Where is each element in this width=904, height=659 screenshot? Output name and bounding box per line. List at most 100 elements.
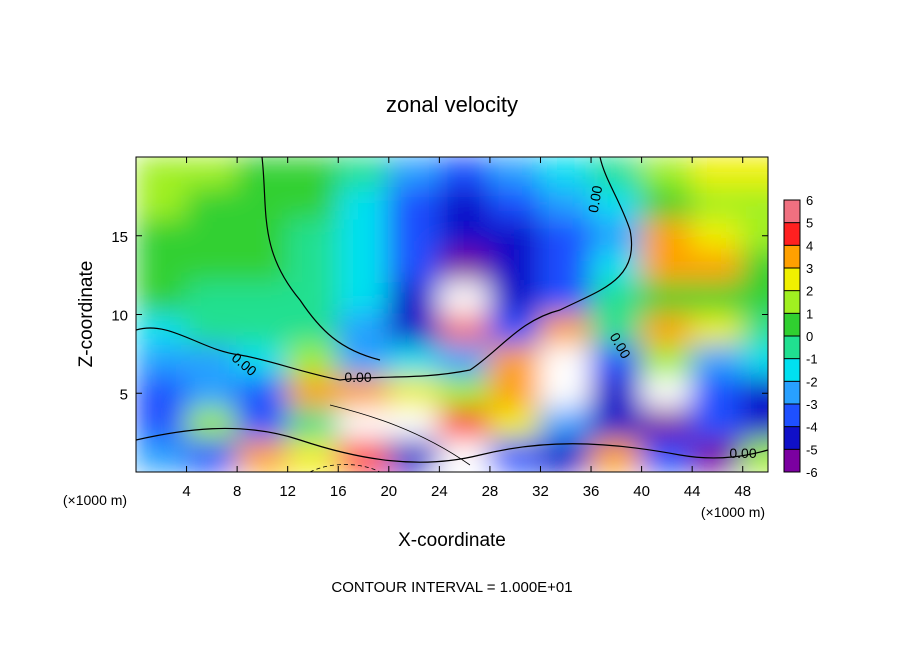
y-axis-title: Z-coordinate — [76, 261, 97, 368]
colorbar-band — [784, 381, 800, 404]
heat-cell — [539, 157, 593, 190]
heat-cell — [136, 157, 188, 190]
heat-cell — [590, 282, 643, 316]
heat-cell — [286, 187, 340, 221]
heat-cell — [488, 157, 542, 190]
heat-cell — [136, 408, 188, 442]
heat-cell — [337, 187, 390, 221]
heat-cell — [590, 219, 643, 253]
contour — [329, 404, 471, 466]
heat-cell — [286, 439, 340, 472]
heat-cell — [539, 376, 593, 410]
heat-cell — [185, 157, 239, 190]
colorbar-tick-label: -1 — [806, 352, 818, 367]
heat-cell — [590, 187, 643, 221]
heat-cell — [640, 408, 694, 442]
heat-cell — [185, 313, 239, 347]
x-axis-title: X-coordinate — [398, 530, 506, 551]
heat-cell — [438, 439, 491, 472]
colorbar-band — [784, 313, 800, 336]
heat-cell — [438, 157, 491, 190]
heat-cell — [387, 439, 441, 472]
heat-cell — [640, 219, 694, 253]
x-tick-label: 4 — [182, 483, 190, 500]
heat-cell — [136, 282, 188, 316]
heat-cell — [741, 408, 768, 442]
heat-cell — [488, 282, 542, 316]
x-tick-label: 8 — [233, 483, 241, 500]
colorbar-band — [784, 404, 800, 427]
chart-title: zonal velocity — [386, 92, 518, 117]
heat-cell — [488, 219, 542, 253]
heat-cell — [640, 282, 694, 316]
x-tick-label: 20 — [380, 483, 397, 500]
x-tick-label: 40 — [633, 483, 650, 500]
contour — [261, 157, 381, 361]
heat-cell — [488, 187, 542, 221]
heat-cell — [488, 345, 542, 379]
x-unit-label: (×1000 m) — [701, 504, 765, 520]
heat-cell — [741, 282, 768, 316]
heat-cell — [387, 282, 441, 316]
heat-cell — [136, 250, 188, 284]
heat-cell — [488, 439, 542, 472]
heat-cell — [741, 157, 768, 190]
contour — [136, 427, 768, 463]
heat-cell — [438, 408, 491, 442]
heat-cell — [185, 282, 239, 316]
heat-cell — [236, 282, 289, 316]
heat-cell — [691, 219, 744, 253]
heat-cell — [286, 408, 340, 442]
heat-cell — [691, 282, 744, 316]
heat-cell — [691, 157, 744, 190]
heat-cell — [488, 250, 542, 284]
heat-cell — [590, 376, 643, 410]
heat-cell — [337, 376, 390, 410]
colorbar-tick-label: 5 — [806, 216, 813, 231]
colorbar-band — [784, 449, 800, 472]
heat-cell — [691, 439, 744, 472]
x-tick-label: 24 — [431, 483, 448, 500]
heat-cell — [539, 250, 593, 284]
heat-cell — [387, 408, 441, 442]
heat-cell — [741, 187, 768, 221]
heat-cell — [337, 313, 390, 347]
y-tick-label: 5 — [120, 386, 128, 403]
heat-cell — [640, 187, 694, 221]
heat-cell — [691, 376, 744, 410]
heat-cell — [438, 376, 491, 410]
heat-cell — [185, 187, 239, 221]
heat-cell — [640, 313, 694, 347]
heat-cell — [691, 313, 744, 347]
heat-cell — [185, 439, 239, 472]
heat-cell — [488, 376, 542, 410]
colorbar-band — [784, 336, 800, 359]
heat-cell — [640, 376, 694, 410]
colorbar-tick-label: 0 — [806, 329, 813, 344]
heat-cell — [337, 345, 390, 379]
y-tick-label: 15 — [111, 229, 128, 246]
heat-cell — [387, 157, 441, 190]
heat-cell — [691, 187, 744, 221]
cells — [136, 157, 768, 472]
heat-cell — [236, 408, 289, 442]
heat-cell — [387, 250, 441, 284]
heat-cell — [640, 157, 694, 190]
heat-cell — [691, 345, 744, 379]
heat-cell — [590, 313, 643, 347]
colorbar-band — [784, 290, 800, 314]
x-tick-label: 36 — [583, 483, 600, 500]
heat-cell — [539, 345, 593, 379]
heat-cell — [136, 376, 188, 410]
x-tick-label: 12 — [279, 483, 296, 500]
heat-cell — [236, 345, 289, 379]
contours — [136, 157, 768, 472]
colorbar-tick-label: -5 — [806, 442, 818, 457]
heat-cell — [185, 219, 239, 253]
colorbar-band — [784, 268, 800, 291]
heat-cell — [387, 219, 441, 253]
heat-cell — [286, 376, 340, 410]
heat-cell — [286, 250, 340, 284]
heat-cell — [136, 187, 188, 221]
